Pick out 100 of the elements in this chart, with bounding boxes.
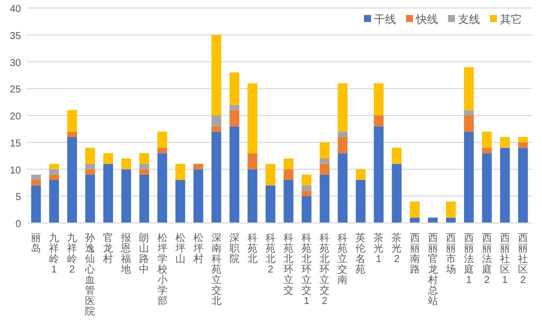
bar xyxy=(248,153,258,170)
bar xyxy=(446,202,456,218)
x-tick-label: 英伦名苑 xyxy=(356,232,366,276)
bar xyxy=(356,169,366,180)
bar xyxy=(193,164,204,170)
bar xyxy=(302,190,312,196)
bar xyxy=(103,164,114,223)
bar xyxy=(338,137,348,154)
bar xyxy=(284,158,294,170)
bar xyxy=(500,137,510,148)
bar xyxy=(392,164,402,223)
bar xyxy=(230,126,240,223)
bar xyxy=(212,116,222,126)
bar xyxy=(49,169,59,175)
bar xyxy=(31,174,41,180)
y-tick-label: 10 xyxy=(10,165,22,176)
bar xyxy=(175,164,186,180)
bar xyxy=(374,116,384,126)
bar xyxy=(49,164,59,170)
y-tick-label: 40 xyxy=(10,4,22,15)
bar xyxy=(230,104,240,110)
bar xyxy=(410,218,420,223)
bar xyxy=(392,148,402,164)
bar xyxy=(31,185,41,223)
bar xyxy=(320,174,330,223)
x-tick-label: 西丽社区2 xyxy=(518,233,528,286)
bar xyxy=(139,174,150,223)
x-tick-label: 西丽社区1 xyxy=(500,233,510,286)
bar xyxy=(212,126,222,132)
bar xyxy=(482,148,492,154)
bar xyxy=(31,180,41,186)
bar xyxy=(248,169,258,223)
bar xyxy=(85,174,95,223)
bar xyxy=(85,164,95,170)
x-tick-label: 茶光1 xyxy=(374,232,384,265)
bar xyxy=(212,34,222,116)
x-tick-label: 丽岛 xyxy=(31,233,42,254)
x-tick-label: 科苑北环立交2 xyxy=(320,232,330,307)
legend-label: 支线 xyxy=(458,13,480,26)
y-tick-label: 15 xyxy=(10,138,22,150)
x-tick-label: 西丽南路 xyxy=(410,233,420,276)
bar xyxy=(518,137,528,142)
bar xyxy=(139,164,150,170)
bar xyxy=(410,202,420,218)
bar xyxy=(338,153,348,223)
bar xyxy=(212,132,222,223)
bar xyxy=(482,132,492,148)
bar xyxy=(428,218,438,223)
y-tick-label: 5 xyxy=(15,192,22,204)
bar xyxy=(284,180,294,223)
bar xyxy=(356,180,366,223)
bar xyxy=(121,169,132,223)
x-tick-label: 报恩福地 xyxy=(120,232,132,276)
bar xyxy=(103,153,114,164)
bar xyxy=(284,169,294,180)
x-tick-label: 西丽市场 xyxy=(444,233,456,276)
bar xyxy=(157,132,168,148)
x-tick-label: 九祥岭1 xyxy=(49,232,60,276)
x-tick-label: 科苑北 xyxy=(247,232,258,265)
bar xyxy=(464,110,474,116)
bar xyxy=(464,67,474,110)
bar xyxy=(518,148,528,223)
bar xyxy=(157,153,168,223)
x-tick-label: 科苑立交南 xyxy=(338,232,348,286)
bar xyxy=(374,83,384,116)
bar xyxy=(193,169,204,223)
y-tick-label: 0 xyxy=(15,219,22,230)
bar xyxy=(85,169,95,175)
bar xyxy=(374,126,384,223)
bar xyxy=(302,185,312,191)
y-tick-label: 20 xyxy=(10,112,22,122)
bar xyxy=(157,148,168,154)
bar xyxy=(121,158,132,170)
y-tick-label: 35 xyxy=(10,30,22,42)
x-tick-label: 科苑北2 xyxy=(265,232,276,276)
x-tick-label: 茶光2 xyxy=(392,232,402,265)
x-tick-label: 孙逸仙心血管医院 xyxy=(84,233,96,318)
x-tick-label: 松坪学校小学部 xyxy=(156,232,168,307)
bar xyxy=(464,116,474,132)
bar xyxy=(302,196,312,223)
bar xyxy=(49,174,59,180)
bar xyxy=(320,142,330,158)
bar xyxy=(67,132,77,137)
x-tick-label: 深职院 xyxy=(229,232,240,265)
x-tick-label: 官龙村 xyxy=(102,232,114,265)
bar xyxy=(67,110,77,132)
x-tick-label: 科苑北环立交 xyxy=(284,232,294,296)
legend-label: 快线 xyxy=(415,13,438,26)
bar xyxy=(338,132,348,137)
x-tick-label: 深南科苑立交北 xyxy=(211,232,222,307)
bar xyxy=(518,142,528,148)
x-tick-label: 松坪山 xyxy=(174,232,186,265)
bar xyxy=(464,132,474,223)
bar xyxy=(338,83,348,132)
x-tick-label: 松坪村 xyxy=(192,232,204,265)
bar xyxy=(67,137,77,223)
x-tick-label: 西丽法庭2 xyxy=(482,233,492,286)
bar xyxy=(320,158,330,164)
bar xyxy=(139,153,150,164)
x-tick-label: 九祥岭2 xyxy=(67,232,78,276)
